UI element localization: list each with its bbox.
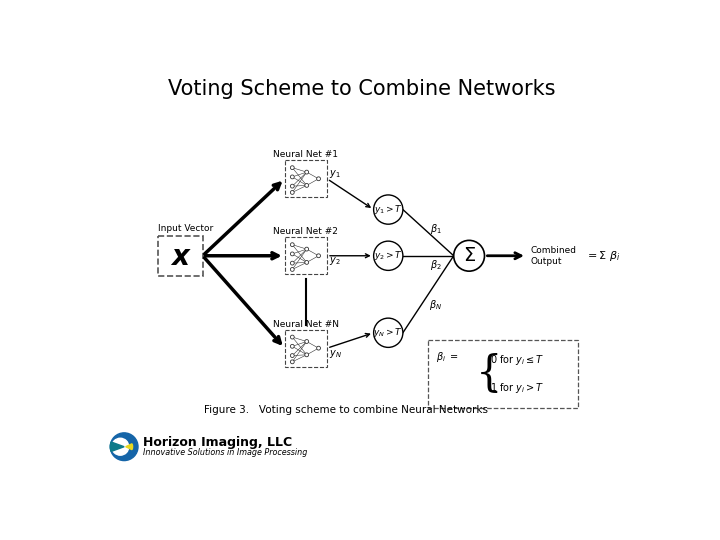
Circle shape: [290, 354, 294, 357]
Text: $\beta_i\ =$: $\beta_i\ =$: [436, 350, 459, 365]
Circle shape: [374, 318, 403, 347]
Bar: [284, 237, 327, 274]
Text: Voting Scheme to Combine Networks: Voting Scheme to Combine Networks: [168, 79, 555, 99]
Text: Input Vector: Input Vector: [158, 224, 213, 233]
Text: $0\ \mathrm{for}\ y_i \leq T$: $0\ \mathrm{for}\ y_i \leq T$: [490, 354, 544, 368]
Circle shape: [290, 267, 294, 272]
Circle shape: [305, 247, 309, 251]
Circle shape: [317, 346, 320, 350]
Text: Figure 3.   Voting scheme to combine Neural Networks: Figure 3. Voting scheme to combine Neura…: [204, 405, 488, 415]
Text: $y_2$: $y_2$: [329, 255, 341, 267]
Circle shape: [290, 184, 294, 188]
Text: Neural Net #2: Neural Net #2: [274, 227, 338, 237]
Circle shape: [290, 191, 294, 194]
Text: $\Sigma$: $\Sigma$: [463, 246, 476, 265]
Circle shape: [110, 433, 138, 461]
Text: $y_N$: $y_N$: [329, 348, 342, 360]
Bar: [158, 236, 203, 276]
Circle shape: [290, 360, 294, 364]
Text: {: {: [476, 353, 503, 395]
Circle shape: [290, 252, 294, 256]
Wedge shape: [126, 444, 132, 450]
Circle shape: [374, 241, 403, 271]
Circle shape: [317, 254, 320, 258]
Text: Neural Net #1: Neural Net #1: [274, 150, 338, 159]
Text: Neural Net #N: Neural Net #N: [273, 320, 339, 329]
Text: Horizon Imaging, LLC: Horizon Imaging, LLC: [143, 436, 292, 449]
Circle shape: [112, 438, 129, 455]
Text: Combined: Combined: [531, 246, 577, 255]
Circle shape: [454, 240, 485, 271]
Text: $y_1 > T$: $y_1 > T$: [374, 203, 402, 216]
Circle shape: [305, 353, 309, 357]
Circle shape: [317, 177, 320, 181]
Circle shape: [290, 261, 294, 265]
Circle shape: [290, 335, 294, 339]
Text: Output: Output: [531, 256, 562, 266]
Text: $\beta_N$: $\beta_N$: [429, 298, 443, 312]
Bar: [284, 160, 327, 197]
Text: $y_1$: $y_1$: [329, 168, 341, 180]
Text: x: x: [171, 242, 189, 271]
Wedge shape: [110, 442, 124, 451]
Circle shape: [290, 166, 294, 170]
Circle shape: [290, 345, 294, 348]
Circle shape: [305, 170, 309, 174]
Circle shape: [290, 243, 294, 247]
Text: $\beta_1$: $\beta_1$: [430, 222, 442, 236]
Text: $y_N > T$: $y_N > T$: [374, 326, 403, 339]
Bar: [284, 330, 327, 367]
Text: $\beta_2$: $\beta_2$: [430, 258, 442, 272]
Circle shape: [305, 260, 309, 265]
Circle shape: [290, 175, 294, 179]
Circle shape: [305, 340, 309, 343]
Text: Innovative Solutions in Image Processing: Innovative Solutions in Image Processing: [143, 448, 307, 457]
Text: $= \Sigma\ \beta_i$: $= \Sigma\ \beta_i$: [585, 249, 620, 263]
Bar: [428, 340, 578, 408]
Circle shape: [305, 184, 309, 187]
Text: $y_2 > T$: $y_2 > T$: [374, 249, 402, 262]
Circle shape: [374, 195, 403, 224]
Text: $1\ \mathrm{for}\ y_i > T$: $1\ \mathrm{for}\ y_i > T$: [490, 381, 544, 395]
